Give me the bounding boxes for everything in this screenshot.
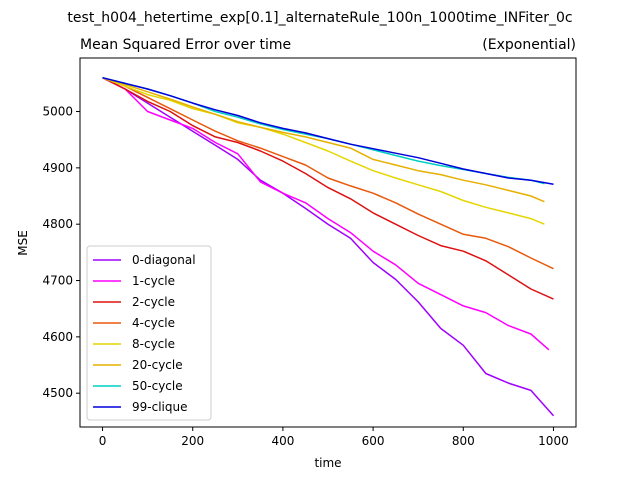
series-line-99-clique — [102, 76, 554, 185]
x-tick-label: 600 — [362, 434, 385, 448]
axes-frame — [79, 57, 577, 428]
series-line-1-cycle — [102, 77, 550, 351]
x-tick-label: 200 — [181, 434, 204, 448]
y-tick-label: 4800 — [42, 217, 73, 231]
y-tick-label: 5000 — [42, 105, 73, 119]
x-tick-label: 800 — [452, 434, 475, 448]
series-line-4-cycle — [102, 76, 554, 270]
y-tick-label: 4900 — [42, 161, 73, 175]
chart-title-right: (Exponential) — [482, 37, 576, 53]
x-tick-label: 0 — [99, 434, 107, 448]
legend: 0-diagonal 1-cycle 2-cycle 4-cycle 8-cycle 20… — [86, 245, 212, 421]
legend-label: 1-cycle — [132, 274, 175, 288]
legend-box — [86, 245, 212, 421]
series-line-8-cycle — [102, 76, 545, 225]
legend-label: 20-cycle — [132, 358, 183, 372]
legend-label: 99-clique — [132, 400, 187, 414]
series-layer — [102, 76, 555, 417]
x-tick-label: 1000 — [538, 434, 569, 448]
ticks-layer: 0 200 400 600 800 1000 4500 4600 4700 4800 4900 500… — [42, 105, 568, 448]
legend-label: 4-cycle — [132, 316, 175, 330]
legend-label: 50-cycle — [132, 379, 183, 393]
y-tick-label: 4500 — [42, 386, 73, 400]
y-axis-label: MSE — [16, 230, 30, 256]
chart-title: Mean Squared Error over time — [80, 37, 291, 53]
series-line-0-diagonal — [102, 77, 555, 417]
series-line-2-cycle — [102, 77, 554, 300]
figure-suptitle: test_h004_hetertime_exp[0.1]_alternateRu… — [67, 10, 572, 26]
x-axis-label: time — [314, 456, 341, 470]
legend-label: 8-cycle — [132, 337, 175, 351]
legend-label: 2-cycle — [132, 295, 175, 309]
y-tick-label: 4600 — [42, 330, 73, 344]
series-line-20-cycle — [102, 76, 545, 203]
y-tick-label: 4700 — [42, 274, 73, 288]
legend-label: 0-diagonal — [132, 253, 196, 267]
x-tick-label: 400 — [271, 434, 294, 448]
series-line-50-cycle — [102, 76, 545, 185]
